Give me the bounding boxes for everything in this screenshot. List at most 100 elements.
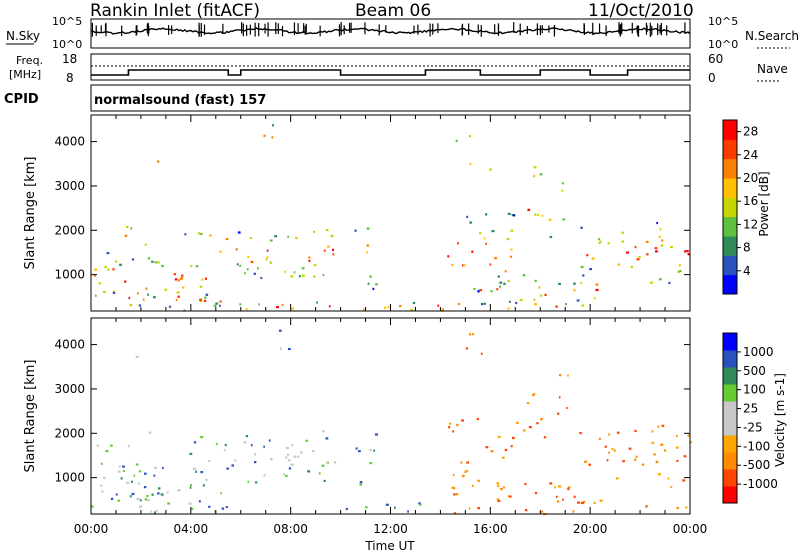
range-cell xyxy=(678,264,681,267)
range-cell xyxy=(465,470,469,473)
range-cell xyxy=(312,450,315,453)
range-cell xyxy=(516,421,519,424)
range-cell xyxy=(359,481,363,484)
range-cell xyxy=(200,232,203,236)
range-cell xyxy=(293,455,297,458)
range-cell xyxy=(509,495,512,498)
range-cell xyxy=(288,347,291,351)
colorbar-tick-label: -500 xyxy=(743,458,770,472)
range-cell xyxy=(269,261,273,264)
range-cell xyxy=(567,486,571,489)
range-cell xyxy=(528,426,532,429)
range-cell xyxy=(506,238,510,241)
range-cell xyxy=(469,221,473,224)
velocity-data-points xyxy=(91,329,693,516)
colorbar-tick-label: 12 xyxy=(743,217,758,231)
range-cell xyxy=(507,307,510,310)
range-cell xyxy=(510,248,513,251)
nave-tick-high: 60 xyxy=(708,52,723,66)
range-cell xyxy=(485,213,488,216)
range-cell xyxy=(274,235,278,238)
colorbar-swatch xyxy=(723,197,737,218)
range-cell xyxy=(656,221,658,225)
range-cell xyxy=(645,240,649,243)
y-tick-label: 3000 xyxy=(54,179,85,193)
range-cell xyxy=(113,290,115,293)
range-cell xyxy=(221,507,225,510)
range-cell xyxy=(580,281,583,285)
range-cell xyxy=(668,281,671,284)
range-cell xyxy=(254,461,257,464)
range-cell xyxy=(607,242,610,245)
range-cell xyxy=(658,235,661,238)
range-cell xyxy=(154,466,158,469)
range-cell xyxy=(220,492,223,495)
range-cell xyxy=(675,446,679,449)
range-cell xyxy=(101,490,104,493)
range-cell xyxy=(298,275,301,278)
range-cell xyxy=(205,277,207,280)
range-cell xyxy=(453,512,457,515)
range-cell xyxy=(577,501,580,504)
range-cell xyxy=(659,278,662,281)
range-cell xyxy=(641,463,645,466)
range-cell xyxy=(630,265,633,269)
range-cell xyxy=(236,263,239,266)
range-cell xyxy=(479,232,482,235)
range-cell xyxy=(147,499,150,502)
range-cell xyxy=(285,474,288,477)
range-cell xyxy=(129,304,133,307)
range-cell xyxy=(139,499,142,502)
range-cell xyxy=(249,237,252,240)
range-cell xyxy=(375,283,378,286)
range-cell xyxy=(582,500,586,503)
range-cell xyxy=(407,510,409,513)
range-cell xyxy=(410,308,414,311)
range-cell xyxy=(559,374,562,377)
freq-series xyxy=(91,69,690,76)
range-cell xyxy=(661,239,664,242)
range-cell xyxy=(117,499,121,502)
range-cell xyxy=(557,412,560,415)
range-cell xyxy=(147,257,151,260)
station-title: Rankin Inlet (fitACF) xyxy=(90,1,260,21)
range-cell xyxy=(504,270,507,273)
range-cell xyxy=(507,495,510,498)
range-cell xyxy=(539,294,542,297)
range-cell xyxy=(178,489,181,492)
range-cell xyxy=(375,433,378,436)
nave-label: Nave xyxy=(757,62,788,76)
colorbar-tick-label: 100 xyxy=(743,383,766,397)
range-cell xyxy=(290,275,294,278)
range-cell xyxy=(118,465,121,468)
range-cell xyxy=(490,450,494,453)
range-cell xyxy=(372,287,375,290)
range-cell xyxy=(318,472,321,475)
range-cell xyxy=(138,482,140,485)
range-cell xyxy=(195,265,199,268)
range-cell xyxy=(419,503,422,506)
range-cell xyxy=(394,506,396,509)
range-cell xyxy=(558,282,561,285)
range-cell xyxy=(481,303,484,306)
range-cell xyxy=(140,505,143,508)
cpid-label: CPID xyxy=(4,92,39,107)
range-cell xyxy=(664,449,667,452)
range-cell xyxy=(138,470,142,473)
range-cell xyxy=(280,347,282,350)
range-cell xyxy=(595,283,599,286)
range-cell xyxy=(537,213,540,217)
range-cell xyxy=(326,461,329,464)
range-cell xyxy=(533,175,536,178)
range-cell xyxy=(250,260,254,264)
range-cell xyxy=(369,462,373,465)
range-cell xyxy=(100,484,103,487)
range-cell xyxy=(580,226,583,229)
range-cell xyxy=(621,231,625,234)
range-cell xyxy=(216,443,218,446)
range-cell xyxy=(581,304,585,307)
range-cell xyxy=(366,251,368,254)
range-cell xyxy=(497,275,500,278)
range-cell xyxy=(522,274,526,277)
range-cell xyxy=(325,437,329,440)
